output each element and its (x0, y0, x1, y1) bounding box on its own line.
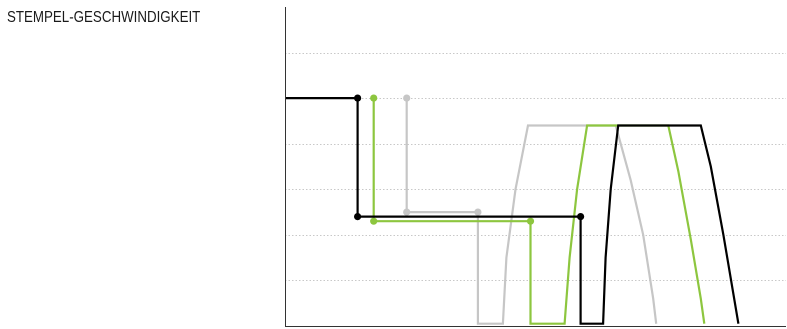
data-point-marker (354, 94, 362, 102)
data-point-marker (370, 94, 378, 102)
data-point-marker (370, 217, 378, 225)
data-point-marker (474, 208, 482, 216)
series-line-1 (285, 97, 740, 325)
series-group (285, 94, 740, 325)
data-point-marker (354, 213, 362, 221)
gridlines (285, 53, 786, 281)
data-point-marker (577, 213, 585, 221)
data-point-marker (526, 217, 535, 225)
axes (285, 7, 786, 327)
data-point-marker (403, 208, 411, 216)
chart-title: STEMPEL-GESCHWINDIGKEIT (7, 9, 201, 26)
data-point-marker (403, 94, 411, 102)
series-line-2 (372, 98, 706, 325)
